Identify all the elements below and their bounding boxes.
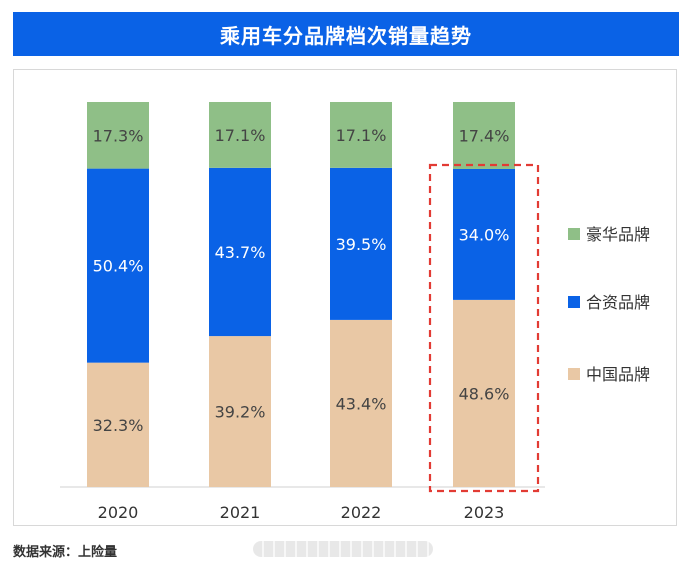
bar-segment-2020-2 — [87, 102, 149, 169]
bar-segment-2023-1 — [453, 168, 515, 300]
bar-segment-2023-0 — [453, 299, 515, 487]
bar-segment-2022-2 — [330, 102, 392, 168]
data-label-2021-0: 39.2% — [215, 403, 266, 422]
bar-segment-2021-2 — [209, 102, 271, 168]
data-label-2023-2: 17.4% — [459, 126, 510, 145]
data-source-note: 数据来源：上险量 — [13, 545, 118, 560]
legend-label-0: 豪华品牌 — [586, 225, 650, 244]
data-label-2023-1: 34.0% — [459, 225, 510, 244]
data-label-2020-0: 32.3% — [93, 416, 144, 435]
legend-swatch-0 — [568, 228, 580, 240]
data-label-2021-2: 17.1% — [215, 126, 266, 145]
legend-label-2: 中国品牌 — [586, 365, 650, 384]
x-tick-label-2020: 2020 — [98, 503, 139, 522]
chart-title: 乘用车分品牌档次销量趋势 — [13, 12, 679, 56]
x-tick-label-2021: 2021 — [220, 503, 261, 522]
bar-segment-2021-1 — [209, 167, 271, 337]
data-label-2020-2: 17.3% — [93, 126, 144, 145]
data-label-2022-1: 39.5% — [336, 235, 387, 254]
legend-swatch-2 — [568, 368, 580, 380]
highlight-box-2023 — [428, 163, 540, 493]
bar-segment-2021-0 — [209, 336, 271, 487]
bar-segment-2023-2 — [453, 102, 515, 169]
data-label-2023-0: 48.6% — [459, 384, 510, 403]
bar-segment-2020-1 — [87, 168, 149, 363]
data-label-2022-0: 43.4% — [336, 394, 387, 413]
x-tick-label-2022: 2022 — [341, 503, 382, 522]
bar-segment-2022-1 — [330, 167, 392, 320]
data-label-2021-1: 43.7% — [215, 243, 266, 262]
bar-segment-2022-0 — [330, 319, 392, 487]
data-label-2022-2: 17.1% — [336, 126, 387, 145]
bar-segment-2020-0 — [87, 362, 149, 487]
watermark-blur — [253, 541, 433, 557]
x-tick-label-2023: 2023 — [464, 503, 505, 522]
data-label-2020-1: 50.4% — [93, 257, 144, 276]
legend-swatch-1 — [568, 296, 580, 308]
legend-label-1: 合资品牌 — [586, 293, 650, 312]
